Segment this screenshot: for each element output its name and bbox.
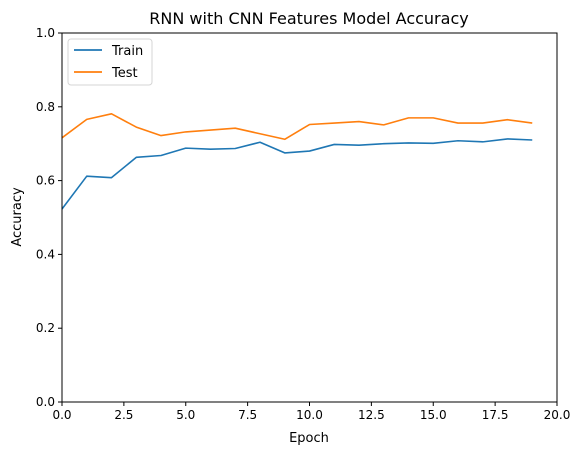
legend: Train Test: [67, 38, 153, 86]
x-tick-label: 7.5: [238, 408, 257, 422]
x-tick-label: 10.0: [296, 408, 323, 422]
legend-label-train: Train: [111, 44, 143, 59]
legend-label-test: Test: [111, 66, 138, 81]
x-tick-label: 12.5: [358, 408, 385, 422]
x-tick-label: 15.0: [420, 408, 447, 422]
x-tick-label: 20.0: [544, 408, 571, 422]
series-line-train: [61, 138, 533, 210]
y-tick-label: 0.6: [36, 174, 55, 188]
x-tick-label: 2.5: [114, 408, 133, 422]
y-axis-label: Accuracy: [10, 187, 25, 247]
y-tick-label: 0.2: [36, 321, 55, 335]
y-tick-label: 1.0: [36, 26, 55, 40]
y-tick-label: 0.0: [36, 395, 55, 409]
x-axis-label: Epoch: [289, 431, 329, 446]
x-tick-label: 5.0: [176, 408, 195, 422]
chart-title: RNN with CNN Features Model Accuracy: [149, 9, 468, 28]
plot-frame: [61, 32, 558, 403]
y-axis-ticks: 0.0 0.2 0.4 0.6 0.8 1.0: [36, 26, 62, 409]
x-tick-label: 17.5: [482, 408, 509, 422]
plot-lines: [61, 113, 533, 210]
y-tick-label: 0.8: [36, 100, 55, 114]
x-tick-label: 0.0: [52, 408, 71, 422]
y-tick-label: 0.4: [36, 247, 55, 261]
x-axis-ticks: 0.0 2.5 5.0 7.5 10.0 12.5 15.0 17.5 20.0: [52, 402, 570, 422]
series-line-test: [61, 113, 533, 141]
